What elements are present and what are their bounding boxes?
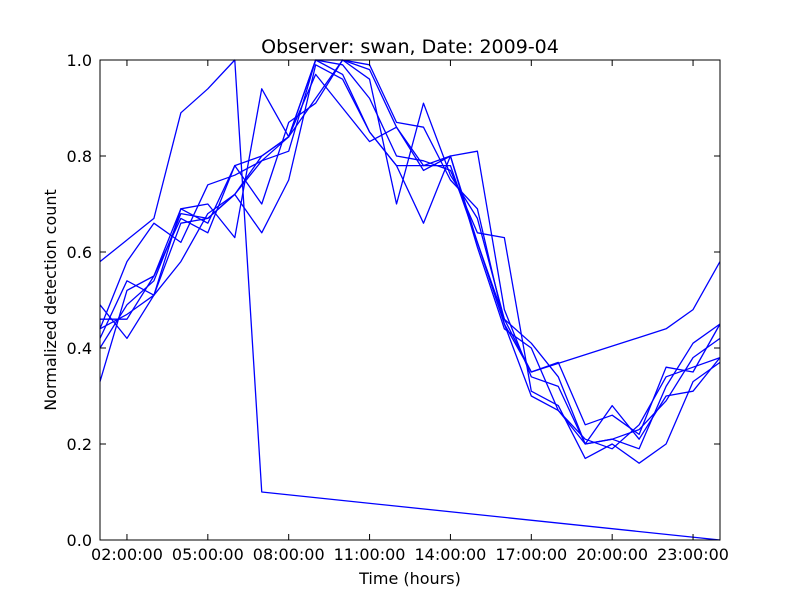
plot-frame	[99, 59, 721, 541]
y-tick-label: 0.8	[67, 147, 92, 166]
chart-title: Observer: swan, Date: 2009-04	[261, 36, 559, 58]
y-tick-label: 0.6	[67, 243, 92, 262]
y-tick-label: 1.0	[67, 51, 92, 70]
series-line-4	[99, 64, 721, 450]
y-axis-label: Normalized detection count	[41, 189, 60, 411]
series-line-5	[99, 73, 721, 450]
series-line-3	[99, 59, 721, 445]
x-tick-label: 17:00:00	[495, 545, 567, 564]
y-tick-label: 0.4	[67, 339, 92, 358]
series-line-8	[99, 59, 721, 373]
x-tick-label: 05:00:00	[172, 545, 244, 564]
x-tick-label: 14:00:00	[415, 545, 487, 564]
x-tick-label: 02:00:00	[91, 545, 163, 564]
x-tick-label: 11:00:00	[334, 545, 406, 564]
tick-layer: 02:00:00 05:00:00 08:00:00 11:00:00 14:00:00…	[67, 51, 729, 564]
x-tick-label: 08:00:00	[253, 545, 325, 564]
series-layer	[99, 59, 721, 541]
series-line-6	[99, 59, 721, 445]
y-tick-label: 0.2	[67, 435, 92, 454]
series-line-7	[99, 59, 721, 464]
y-tick-label: 0.0	[67, 531, 92, 550]
x-tick-label: 20:00:00	[576, 545, 648, 564]
series-line-2	[100, 59, 721, 436]
series-line-1	[99, 59, 721, 541]
x-tick-label: 23:00:00	[657, 545, 729, 564]
x-axis-label: Time (hours)	[358, 569, 461, 588]
